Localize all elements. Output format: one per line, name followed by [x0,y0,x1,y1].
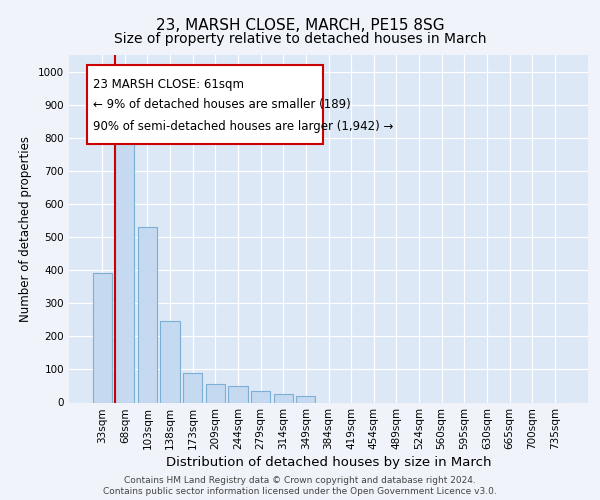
Bar [183,372,202,402]
Bar [115,131,134,402]
Text: 23, MARSH CLOSE, MARCH, PE15 8SG: 23, MARSH CLOSE, MARCH, PE15 8SG [155,18,445,32]
FancyBboxPatch shape [87,66,323,144]
Bar [229,386,248,402]
Text: Size of property relative to detached houses in March: Size of property relative to detached ho… [114,32,486,46]
Text: 23 MARSH CLOSE: 61sqm: 23 MARSH CLOSE: 61sqm [94,78,244,90]
Bar [160,322,180,402]
X-axis label: Distribution of detached houses by size in March: Distribution of detached houses by size … [166,456,491,469]
Bar [138,227,157,402]
Bar [296,396,316,402]
Text: Contains HM Land Registry data © Crown copyright and database right 2024.: Contains HM Land Registry data © Crown c… [124,476,476,485]
Bar [206,384,225,402]
Text: 90% of semi-detached houses are larger (1,942) →: 90% of semi-detached houses are larger (… [94,120,394,133]
Bar [92,274,112,402]
Text: Contains public sector information licensed under the Open Government Licence v3: Contains public sector information licen… [103,488,497,496]
Bar [251,391,270,402]
Y-axis label: Number of detached properties: Number of detached properties [19,136,32,322]
Text: ← 9% of detached houses are smaller (189): ← 9% of detached houses are smaller (189… [94,98,351,111]
Bar [274,394,293,402]
